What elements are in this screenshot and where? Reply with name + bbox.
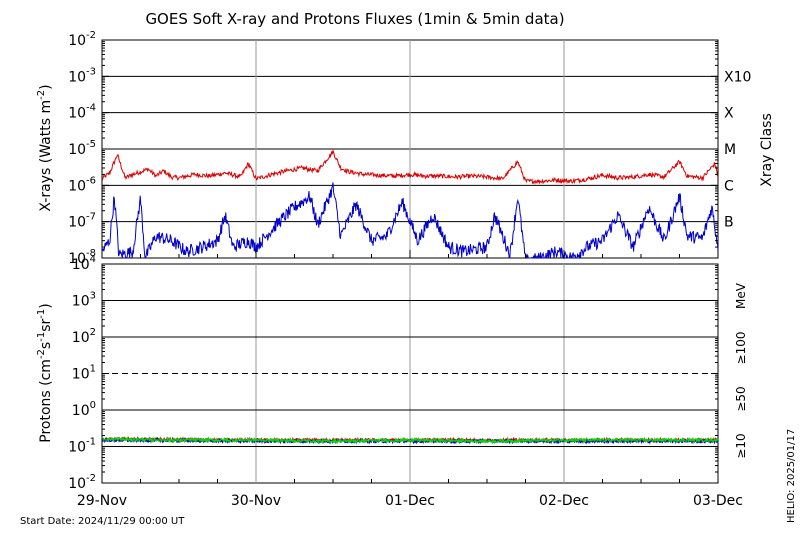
start-date-label: Start Date: 2024/11/29 00:00 UT: [20, 516, 185, 527]
proton-y-tick-label: 104: [72, 254, 96, 273]
proton-y-ticks: 104 103 102 101 100 10-1 10-2: [68, 254, 718, 492]
proton-y-axis-title: Protons (cm-2s-1sr-1): [36, 303, 54, 442]
xray-short-series: [101, 182, 719, 260]
proton-panel: 104 103 102 101 100 10-1 10-2 Protons (cm-2s-1…: [36, 254, 748, 492]
proton-series-100mev: [101, 436, 719, 445]
xray-class-axis-title: Xray Class: [759, 113, 775, 187]
xray-long-series: [101, 148, 719, 185]
proton-y-tick-label: 102: [72, 327, 96, 346]
xray-class-label-m: M: [724, 142, 736, 158]
energy-label-100: ≥100: [734, 332, 748, 365]
date-label-02-dec: 02-Dec: [539, 493, 589, 509]
proton-y-tick-label: 100: [72, 400, 96, 419]
proton-series: [101, 435, 719, 445]
xray-y-tick-label: 10-3: [68, 66, 96, 85]
x-date-labels: 29-Nov 30-Nov 01-Dec 02-Dec 03-Dec: [77, 493, 743, 509]
xray-y-tick-label: 10-4: [68, 103, 96, 122]
xray-class-label-c: C: [724, 178, 734, 194]
date-label-03-dec: 03-Dec: [693, 493, 743, 509]
xray-y-axis-title: X-rays (Watts m-2): [36, 84, 54, 211]
xray-panel: 10-2 10-3 10-4 10-5 10-6 10-7 10-8 X10 X M C B X-r…: [36, 30, 775, 483]
credit-label: HELIO: 2025/01/17: [786, 429, 797, 523]
proton-y-tick-label: 103: [72, 291, 96, 310]
xray-series: [101, 148, 719, 260]
xray-y-ticks: 10-2 10-3 10-4 10-5 10-6 10-7 10-8: [68, 30, 719, 483]
xray-y-tick-label: 10-5: [68, 139, 96, 158]
xray-y-tick-label: 10-2: [68, 30, 96, 49]
xray-y-tick-label: 10-8: [68, 248, 96, 267]
date-label-30-nov: 30-Nov: [231, 493, 281, 509]
date-label-01-dec: 01-Dec: [385, 493, 435, 509]
proton-y-tick-label: 10-2: [68, 473, 96, 492]
xray-y-tick-label: 10-6: [68, 175, 96, 194]
xray-y-tick-label: 10-7: [68, 212, 96, 231]
proton-y-tick-label: 10-1: [68, 437, 96, 456]
xray-class-label-x10: X10: [724, 69, 751, 85]
proton-grid: [102, 264, 718, 483]
xray-class-labels: X10 X M C B: [724, 69, 751, 230]
xray-class-label-b: B: [724, 215, 734, 231]
energy-label-50: ≥50: [734, 386, 748, 411]
date-label-29-nov: 29-Nov: [77, 493, 127, 509]
xray-grid: [102, 40, 718, 258]
mev-label: MeV: [734, 282, 748, 309]
xray-class-label-x: X: [724, 106, 734, 122]
energy-label-10: ≥10: [734, 433, 748, 458]
proton-y-tick-label: 101: [72, 364, 96, 383]
figure-title: GOES Soft X-ray and Protons Fluxes (1min…: [145, 10, 564, 28]
